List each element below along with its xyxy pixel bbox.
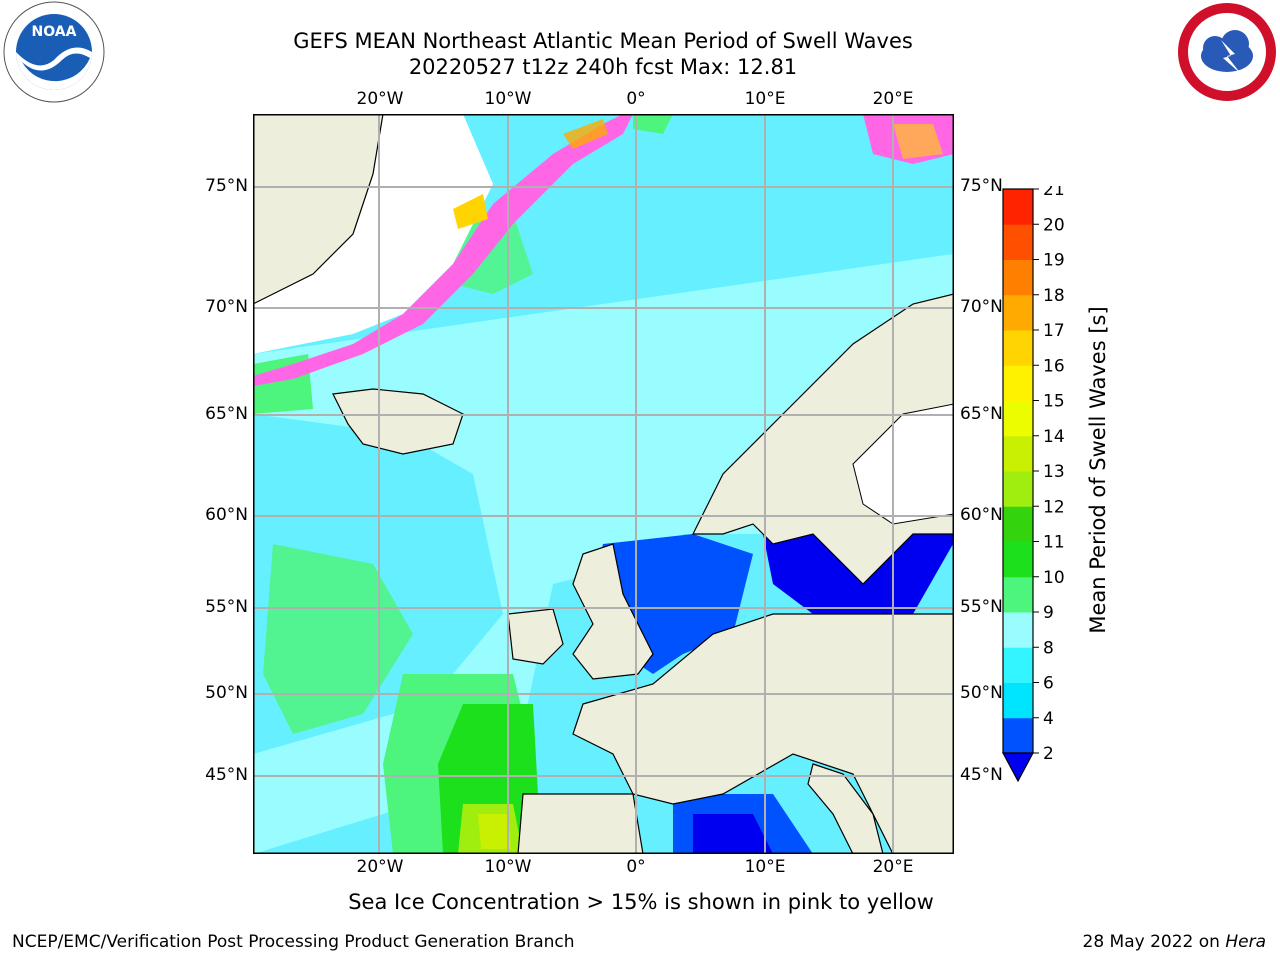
lon-label-top-10e: 10°E [744, 89, 786, 109]
colorbar-tick-label: 15 [1043, 392, 1065, 412]
colorbar-segment [1003, 259, 1033, 296]
sea-ice-note: Sea Ice Concentration > 15% is shown in … [348, 890, 934, 914]
lon-label-top-10w: 10°W [484, 89, 532, 109]
swell-field-9-10 [263, 544, 413, 734]
map-plot [253, 114, 954, 854]
lon-label-bottom-20w: 20°W [356, 857, 404, 877]
colorbar-tick-label: 18 [1043, 286, 1065, 306]
ireland [507, 608, 564, 665]
credit-line: NCEP/EMC/Verification Post Processing Pr… [12, 932, 575, 952]
colorbar-tick-label: 11 [1043, 533, 1065, 553]
lat-label-right-50: 50°N [960, 683, 1003, 703]
lat-label-left-70: 70°N [205, 297, 248, 317]
colorbar-tick-label: 8 [1043, 638, 1054, 658]
iberia [517, 793, 644, 854]
colorbar-segment [1003, 471, 1033, 507]
colorbar-segment [1003, 612, 1033, 648]
svg-text:NOAA: NOAA [32, 24, 77, 40]
chart-subtitle: 20220527 t12z 240h fcst Max: 12.81 [408, 55, 798, 79]
lon-label-top-0: 0° [626, 89, 646, 109]
colorbar-tick-label: 4 [1043, 709, 1054, 729]
lat-label-left-75: 75°N [205, 176, 248, 196]
lon-label-top-20e: 20°E [872, 89, 914, 109]
great-britain [572, 543, 654, 680]
colorbar-tick-label: 20 [1043, 215, 1065, 235]
lon-label-bottom-20e: 20°E [872, 857, 914, 877]
colorbar-tick-label: 12 [1043, 497, 1065, 517]
lat-label-right-60: 60°N [960, 505, 1003, 525]
lat-label-right-70: 70°N [960, 297, 1003, 317]
lat-label-right-45: 45°N [960, 765, 1003, 785]
lat-label-left-60: 60°N [205, 505, 248, 525]
colorbar-tick-label: 14 [1043, 427, 1065, 447]
colorbar-segment [1003, 682, 1033, 719]
colorbar-tick-label: 2 [1043, 744, 1054, 764]
colorbar-segment [1003, 435, 1033, 472]
colorbar-tick-label: 16 [1043, 356, 1065, 376]
lon-label-bottom-0: 0° [626, 857, 646, 877]
colorbar-label: Mean Period of Swell Waves [s] [1086, 306, 1110, 634]
lat-label-right-75: 75°N [960, 176, 1003, 196]
colorbar-segment [1003, 224, 1033, 260]
colorbar-tick-label: 6 [1043, 674, 1054, 694]
lat-label-left-65: 65°N [205, 404, 248, 424]
lon-label-bottom-10e: 10°E [744, 857, 786, 877]
colorbar-segment [1003, 647, 1033, 683]
colorbar-segment [1003, 294, 1033, 331]
colorbar-segment [1003, 717, 1033, 754]
colorbar-tick-label: 17 [1043, 321, 1065, 341]
colorbar-segment [1003, 189, 1033, 225]
iceland [332, 388, 464, 455]
colorbar-segment [1003, 576, 1033, 613]
lat-label-right-55: 55°N [960, 597, 1003, 617]
colorbar-tick-label: 9 [1043, 603, 1054, 623]
lat-label-right-65: 65°N [960, 404, 1003, 424]
colorbar-segment [1003, 541, 1033, 578]
colorbar-under-arrow [1001, 752, 1035, 783]
lon-label-bottom-10w: 10°W [484, 857, 532, 877]
run-date: 28 May 2022 on Hera [1082, 932, 1267, 952]
colorbar-tick-label: 10 [1043, 568, 1065, 588]
graticule [253, 114, 954, 854]
lat-label-left-45: 45°N [205, 765, 248, 785]
nws-logo [1177, 2, 1277, 102]
colorbar-segment [1003, 365, 1033, 401]
colorbar-tick-label: 19 [1043, 251, 1065, 271]
lon-label-top-20w: 20°W [356, 89, 404, 109]
colorbar-segment [1003, 506, 1033, 542]
lat-label-left-55: 55°N [205, 597, 248, 617]
chart-title: GEFS MEAN Northeast Atlantic Mean Period… [293, 29, 913, 53]
lat-label-left-50: 50°N [205, 683, 248, 703]
colorbar: 2 4 6 8 9 10 11 12 13 14 15 16 17 18 19 20 21 [1001, 186, 1065, 783]
italy [807, 763, 884, 854]
colorbar-tick-label: 21 [1043, 186, 1065, 200]
colorbar-segment [1003, 330, 1033, 366]
colorbar-tick-label: 13 [1043, 462, 1065, 482]
noaa-logo: NOAA [3, 1, 105, 103]
sea-ice-edge [253, 114, 633, 386]
colorbar-segment [1003, 400, 1033, 437]
